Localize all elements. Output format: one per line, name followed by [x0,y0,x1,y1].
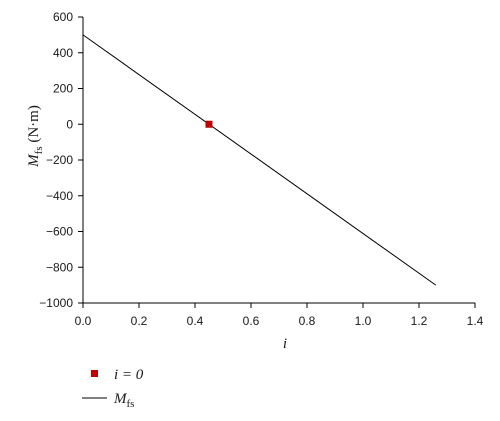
x-axis-ticks: 0.0 0.2 0.4 0.6 0.8 1.0 1.2 1.4 [75,303,484,328]
axes [82,17,475,304]
plot-series [82,34,437,286]
scatter-point-i-equals-0 [205,120,213,128]
y-axis-title-subscript: fs [33,146,45,154]
y-axis-title-unit: (N·m) [26,105,42,146]
x-tick-label: 0.0 [75,314,92,328]
y-axis-title-symbol: M [26,153,42,168]
legend-label-mfs-symbol: M [113,391,128,407]
y-tick-label: −200 [46,153,73,167]
legend-marker-square [91,370,98,377]
legend-label-i-equals-0: i = 0 [114,367,144,383]
y-tick-label: 0 [66,117,73,131]
x-tick-label: 0.6 [243,314,260,328]
y-axis-ticks: 600 400 200 0 −200 −400 −600 −800 −1000 [39,10,83,310]
y-tick-label: 200 [53,82,73,96]
y-tick-label: 400 [53,46,73,60]
x-tick-label: 0.2 [131,314,148,328]
legend-label-mfs-subscript: fs [127,398,135,410]
y-tick-label: 600 [53,10,73,24]
legend-label-mfs: Mfs [113,391,134,410]
y-axis-title: Mfs (N·m) [26,105,45,168]
x-tick-label: 1.2 [411,314,428,328]
legend: i = 0 Mfs [82,367,144,410]
y-tick-label: −600 [46,225,73,239]
y-tick-label: −400 [46,189,73,203]
x-tick-label: 1.4 [467,314,484,328]
x-tick-label: 0.4 [187,314,204,328]
y-tick-label: −1000 [39,296,73,310]
x-axis-title: i [283,336,287,352]
x-tick-label: 1.0 [355,314,372,328]
series-line-mfs [82,34,437,286]
y-tick-label: −800 [46,260,73,274]
x-tick-label: 0.8 [299,314,316,328]
